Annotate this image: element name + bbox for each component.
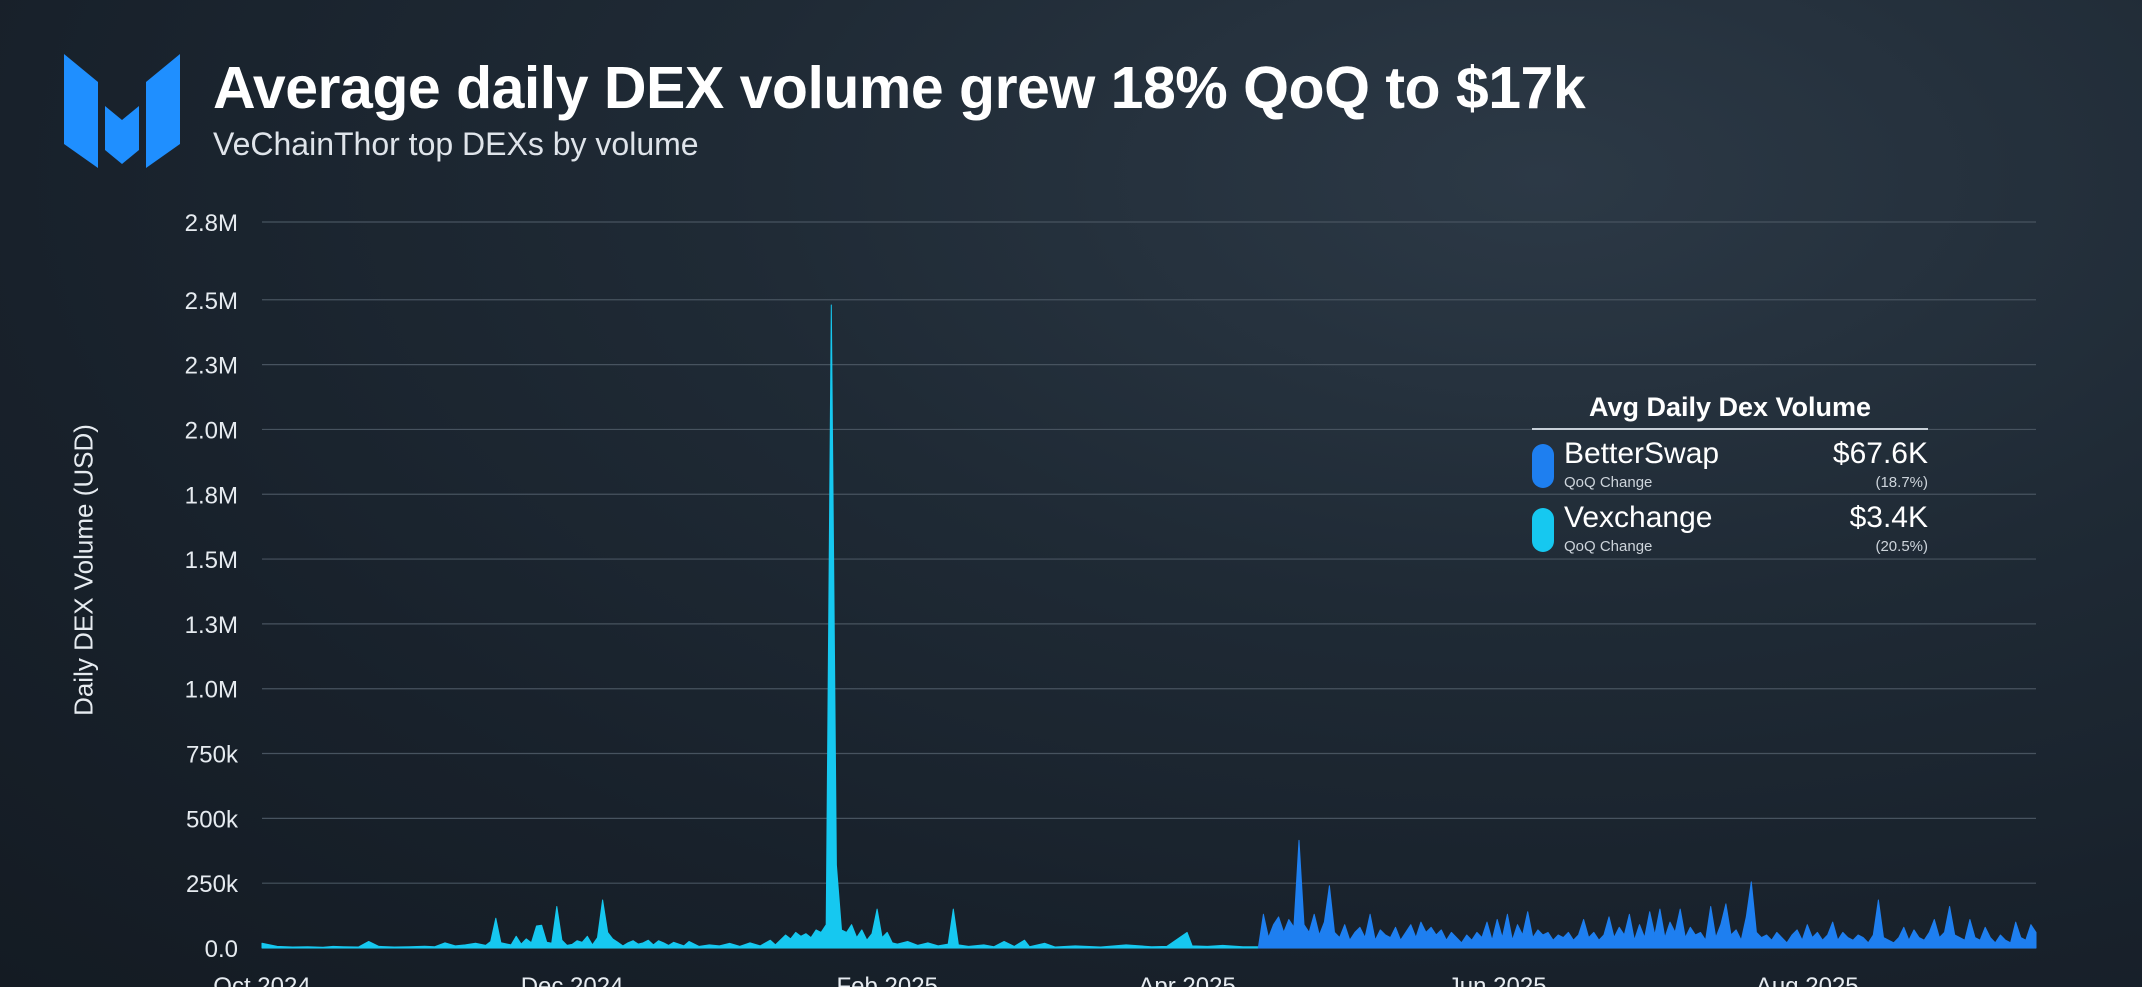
- x-tick-labels: Oct 2024 Dec 2024 Feb 2025 Apr 2025 Jun 2025…: [213, 973, 1858, 987]
- y-tick-labels: 0.0 250k 500k 750k 1.0M 1.3M 1.5M 1.8M 2.0M 2.3M 2…: [185, 210, 239, 963]
- y-tick-label-8: 2.0M: [185, 417, 238, 444]
- brand-logo-icon: [64, 54, 180, 168]
- y-tick-label-7: 1.8M: [185, 482, 238, 509]
- x-tick-label-0: Oct 2024: [213, 973, 310, 987]
- y-tick-label-6: 1.5M: [185, 547, 238, 574]
- x-tick-label-1: Dec 2024: [521, 973, 624, 987]
- series-area-betterswap: [1257, 839, 2037, 949]
- legend-title: Avg Daily Dex Volume: [1532, 390, 1928, 430]
- y-tick-label-10: 2.5M: [185, 288, 238, 315]
- legend-change: (20.5%): [1875, 538, 1928, 555]
- y-tick-label-9: 2.3M: [185, 353, 238, 380]
- y-tick-label-1: 250k: [186, 871, 239, 898]
- y-tick-label-0: 0.0: [205, 936, 238, 963]
- legend-name: BetterSwap: [1564, 437, 1720, 470]
- legend-sub: QoQ Change: [1564, 474, 1653, 491]
- legend-value: $67.6K: [1832, 437, 1928, 470]
- legend-item-betterswap: BetterSwap QoQ Change $67.6K (18.7%): [1532, 434, 1928, 498]
- legend: Avg Daily Dex Volume BetterSwap QoQ Chan…: [1532, 390, 1928, 562]
- legend-swatch-betterswap: [1532, 444, 1554, 488]
- page-title: Average daily DEX volume grew 18% QoQ to…: [213, 55, 1586, 121]
- y-tick-label-11: 2.8M: [185, 210, 238, 237]
- legend-item-vexchange: Vexchange QoQ Change $3.4K (20.5%): [1532, 498, 1928, 562]
- y-tick-label-4: 1.0M: [185, 677, 238, 704]
- legend-swatch-vexchange: [1532, 508, 1554, 552]
- x-tick-label-3: Apr 2025: [1138, 973, 1235, 987]
- legend-value: $3.4K: [1849, 501, 1928, 534]
- legend-sub: QoQ Change: [1564, 538, 1653, 555]
- x-tick-label-2: Feb 2025: [837, 973, 938, 987]
- x-tick-label-5: Aug 2025: [1756, 973, 1859, 987]
- series-areas: [261, 304, 2037, 949]
- page-subtitle: VeChainThor top DEXs by volume: [213, 126, 699, 162]
- grid-lines: [262, 221, 2036, 949]
- y-tick-label-5: 1.3M: [185, 612, 238, 639]
- legend-change: (18.7%): [1875, 474, 1928, 491]
- legend-name: Vexchange: [1564, 501, 1713, 534]
- y-tick-label-2: 500k: [186, 806, 239, 833]
- y-tick-label-3: 750k: [186, 742, 239, 769]
- series-area-vexchange: [261, 304, 1259, 949]
- x-tick-label-4: Jun 2025: [1448, 973, 1547, 987]
